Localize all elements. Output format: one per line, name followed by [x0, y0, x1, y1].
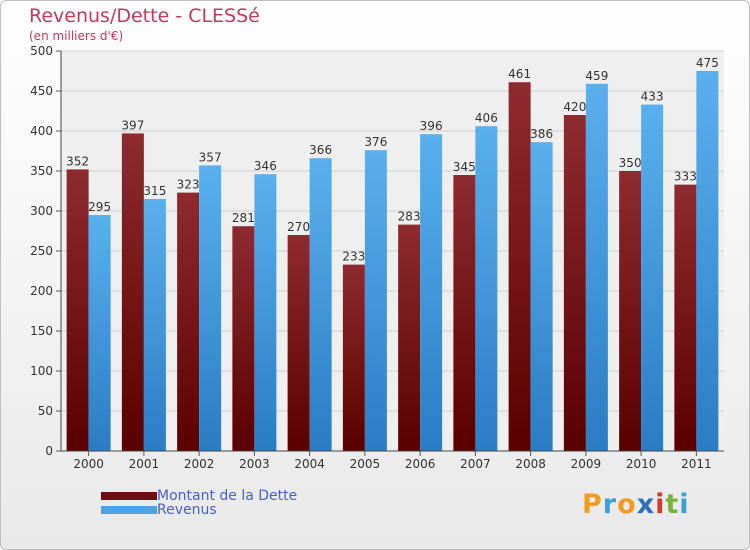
y-tick-label: 400: [30, 124, 53, 138]
data-label: 461: [508, 67, 531, 81]
legend-swatch-debt: [101, 492, 157, 500]
bar-revenus: [475, 126, 498, 451]
x-tick-label: 2001: [129, 457, 160, 471]
data-label: 352: [66, 154, 89, 168]
x-tick-label: 2004: [294, 457, 325, 471]
logo-letter: o: [617, 489, 637, 520]
bar-revenus: [420, 134, 443, 451]
logo-letter: i: [679, 489, 690, 520]
bar-dette: [66, 169, 89, 451]
chart-title: Revenus/Dette - CLESSé: [29, 5, 260, 27]
bar-revenus: [254, 174, 277, 451]
y-tick-label: 250: [30, 244, 53, 258]
bar-dette: [121, 133, 144, 451]
data-label: 396: [420, 119, 443, 133]
y-tick-label: 350: [30, 164, 53, 178]
bar-dette: [342, 264, 365, 451]
bar-dette: [453, 175, 476, 451]
logo-letter: x: [636, 489, 656, 520]
x-tick-label: 2011: [681, 457, 712, 471]
data-label: 350: [619, 156, 642, 170]
x-tick-label: 2009: [571, 457, 602, 471]
bar-dette: [674, 184, 697, 451]
y-tick-label: 200: [30, 284, 53, 298]
bar-dette: [508, 82, 531, 451]
y-tick-label: 300: [30, 204, 53, 218]
bar-dette: [563, 115, 586, 451]
proxiti-logo: Proxiti: [582, 489, 690, 520]
x-tick-label: 2007: [460, 457, 491, 471]
data-label: 420: [563, 100, 586, 114]
y-tick-label: 100: [30, 364, 53, 378]
data-label: 433: [641, 90, 664, 104]
chart-subtitle: (en milliers d'€): [29, 29, 124, 43]
x-tick-label: 2005: [350, 457, 381, 471]
data-label: 270: [287, 220, 310, 234]
legend-label-revenus: Revenus: [157, 502, 217, 518]
x-tick-label: 2000: [73, 457, 104, 471]
bar-dette: [177, 192, 200, 451]
data-label: 386: [530, 127, 553, 141]
bar-revenus: [364, 150, 387, 451]
data-label: 323: [177, 178, 200, 192]
data-label: 315: [143, 184, 166, 198]
data-label: 357: [199, 150, 222, 164]
x-tick-label: 2003: [239, 457, 270, 471]
logo-letter: i: [655, 489, 666, 520]
y-tick-label: 0: [45, 444, 53, 458]
data-label: 333: [674, 170, 697, 184]
logo-letter: P: [582, 489, 603, 520]
bar-dette: [232, 226, 255, 451]
data-label: 406: [475, 111, 498, 125]
bar-dette: [398, 224, 421, 451]
bar-revenus: [585, 83, 608, 452]
data-label: 345: [453, 160, 476, 174]
bar-revenus: [88, 215, 111, 451]
bar-dette: [287, 235, 310, 451]
bar-dette: [619, 171, 642, 451]
legend-label-debt: Montant de la Dette: [157, 488, 298, 504]
y-tick-label: 150: [30, 324, 53, 338]
y-tick-label: 450: [30, 84, 53, 98]
x-tick-label: 2008: [515, 457, 546, 471]
y-tick-label: 50: [38, 404, 53, 418]
data-label: 283: [398, 210, 421, 224]
bar-revenus: [143, 199, 166, 451]
bar-revenus: [641, 104, 664, 451]
bar-revenus: [309, 158, 332, 451]
data-label: 233: [342, 250, 365, 264]
x-tick-label: 2006: [405, 457, 436, 471]
y-tick-label: 500: [30, 44, 53, 58]
data-label: 397: [121, 118, 144, 132]
logo-letter: t: [665, 489, 680, 520]
bar-revenus: [530, 142, 553, 451]
logo-letter: r: [602, 489, 618, 520]
data-label: 281: [232, 211, 255, 225]
legend-item-debt: Montant de la Dette: [101, 488, 298, 504]
data-label: 346: [254, 159, 277, 173]
x-tick-label: 2002: [184, 457, 215, 471]
data-label: 475: [696, 56, 719, 70]
bar-revenus: [199, 165, 222, 451]
data-label: 366: [309, 143, 332, 157]
legend-item-revenus: Revenus: [101, 502, 217, 518]
data-label: 459: [585, 69, 608, 83]
legend-swatch-revenus: [101, 506, 157, 514]
x-tick-label: 2010: [626, 457, 657, 471]
data-label: 376: [364, 135, 387, 149]
data-label: 295: [88, 200, 111, 214]
bar-revenus: [696, 71, 719, 451]
